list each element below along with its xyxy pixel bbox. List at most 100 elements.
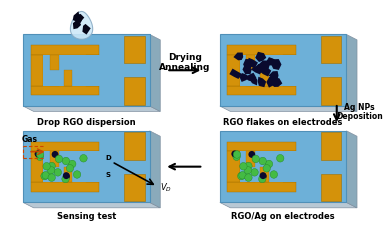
Bar [86,54,99,86]
Bar [240,54,297,86]
Bar [124,36,145,63]
Text: D: D [105,155,111,160]
Circle shape [231,150,238,157]
Circle shape [260,172,266,179]
Bar [260,165,269,182]
Polygon shape [346,34,357,111]
Text: Gas: Gas [21,135,37,144]
Bar [63,69,72,86]
Circle shape [260,173,267,180]
Polygon shape [346,131,357,208]
Circle shape [238,172,245,180]
Circle shape [54,169,62,176]
Bar [86,151,99,182]
Bar [321,77,341,105]
Bar [50,165,58,182]
Bar [63,70,72,86]
Polygon shape [271,59,281,70]
Text: $V_D$: $V_D$ [160,181,172,194]
Polygon shape [257,64,265,72]
Circle shape [62,175,69,183]
Polygon shape [150,131,160,208]
Polygon shape [233,52,243,60]
Circle shape [263,164,271,172]
Bar [260,69,269,86]
Bar [321,132,341,160]
Circle shape [270,171,277,178]
Polygon shape [269,71,279,80]
Polygon shape [250,75,257,86]
Polygon shape [255,52,266,62]
Polygon shape [248,58,258,68]
Polygon shape [220,202,357,208]
Bar [247,69,255,86]
Bar [247,165,255,182]
Bar [50,69,58,86]
Bar [43,151,100,182]
Circle shape [245,162,252,170]
Bar [50,54,58,70]
Bar [228,151,240,182]
Polygon shape [220,131,346,202]
Bar [50,151,58,167]
Bar [31,182,99,192]
Bar [260,70,269,86]
Text: S: S [105,172,110,178]
Polygon shape [150,34,160,111]
Circle shape [244,166,252,174]
Polygon shape [259,60,270,70]
Text: Deposition: Deposition [336,112,382,121]
Circle shape [80,155,87,162]
Text: Ag NPs: Ag NPs [344,103,375,112]
Circle shape [233,151,241,158]
Circle shape [63,172,70,179]
Polygon shape [23,131,150,202]
Text: Annealing: Annealing [159,63,211,72]
Polygon shape [75,14,84,21]
Bar [247,54,255,70]
Text: Sensing test: Sensing test [57,212,116,221]
Polygon shape [245,73,257,81]
Polygon shape [73,11,80,22]
Bar [31,86,99,95]
Circle shape [239,171,246,179]
Polygon shape [267,57,277,65]
Circle shape [265,160,273,168]
Bar [228,45,296,54]
Polygon shape [23,106,160,111]
Circle shape [277,155,284,162]
Circle shape [66,164,74,172]
Bar [63,165,72,182]
Circle shape [48,174,55,181]
Bar [240,151,297,182]
Circle shape [62,157,70,165]
Circle shape [259,157,266,165]
Polygon shape [243,59,252,70]
Bar [321,174,341,201]
Bar [260,167,269,182]
Bar [124,174,145,201]
Polygon shape [70,11,93,39]
Bar [63,167,72,182]
Circle shape [51,151,58,158]
Circle shape [252,155,259,163]
Circle shape [248,151,255,158]
Bar [124,77,145,105]
Circle shape [68,160,76,168]
Bar [31,142,99,151]
Circle shape [42,171,50,179]
Bar [321,36,341,63]
Polygon shape [243,64,252,74]
Circle shape [55,155,63,163]
Circle shape [43,162,50,170]
Polygon shape [220,106,357,111]
Bar [228,86,296,95]
Bar [31,54,43,86]
Circle shape [47,166,55,174]
Polygon shape [23,202,160,208]
Polygon shape [82,24,91,35]
Polygon shape [270,78,283,87]
Polygon shape [220,34,346,106]
Polygon shape [258,77,266,87]
Text: Drying: Drying [168,53,202,62]
